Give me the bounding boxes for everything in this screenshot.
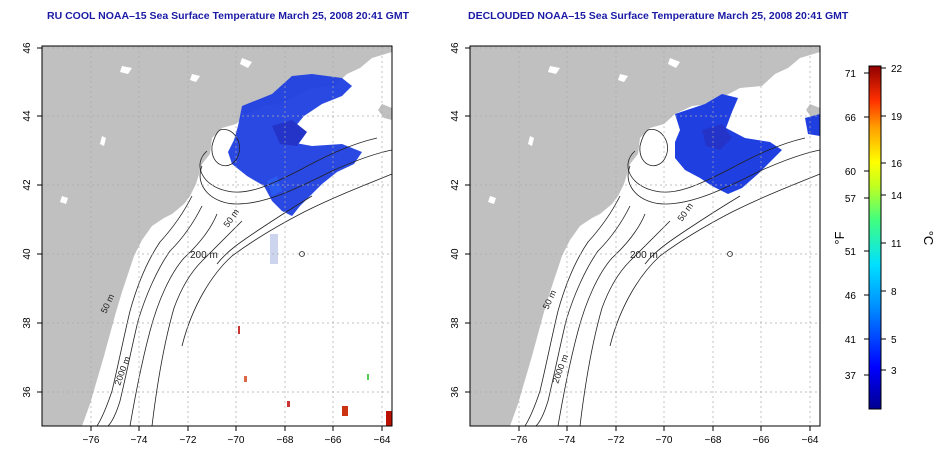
x-tick-left-68: −68 xyxy=(277,435,294,446)
x-tick-right-66: −66 xyxy=(753,435,770,446)
x-tick-left-64: −64 xyxy=(374,435,391,446)
x-tick-left-72: −72 xyxy=(180,435,197,446)
colorbar: 71 66 60 57 51 46 41 37 22 19 16 14 11 8… xyxy=(832,64,936,410)
y-tick-right-36: 36 xyxy=(450,386,461,398)
x-tick-right-76: −76 xyxy=(511,435,528,446)
cb-c-tick-8: 8 xyxy=(891,287,897,298)
x-tick-left-66: −66 xyxy=(325,435,342,446)
sst-field-right xyxy=(675,94,820,194)
right-panel-title: DECLOUDED NOAA–15 Sea Surface Temperatur… xyxy=(468,10,849,22)
cb-f-tick-41: 41 xyxy=(845,335,857,346)
cb-f-tick-51: 51 xyxy=(845,247,857,258)
cb-f-tick-46: 46 xyxy=(845,291,857,302)
x-tick-right-64: −64 xyxy=(802,435,819,446)
colorbar-gradient xyxy=(868,65,882,410)
colorbar-f-label: °F xyxy=(832,231,847,244)
cb-f-tick-37: 37 xyxy=(845,371,857,382)
y-tick-left-42: 42 xyxy=(22,179,33,191)
cb-f-tick-66: 66 xyxy=(845,113,857,124)
contour-label-200m-right: 200 m xyxy=(630,250,658,261)
y-tick-left-38: 38 xyxy=(22,317,33,329)
cb-c-tick-14: 14 xyxy=(891,191,903,202)
x-tick-right-74: −74 xyxy=(559,435,576,446)
cb-f-tick-57: 57 xyxy=(845,194,857,205)
cb-c-tick-11: 11 xyxy=(891,239,902,250)
cb-f-tick-60: 60 xyxy=(845,167,857,178)
right-map-panel: 200 m 50 m 50 m 2000 m xyxy=(469,45,821,427)
cb-c-tick-3: 3 xyxy=(891,366,897,377)
contour-label-200m-left: 200 m xyxy=(190,250,218,261)
x-tick-left-70: −70 xyxy=(228,435,245,446)
cb-c-tick-16: 16 xyxy=(891,159,903,170)
cb-c-tick-19: 19 xyxy=(891,112,903,123)
x-tick-right-70: −70 xyxy=(656,435,673,446)
colorbar-c-label: °C xyxy=(921,231,936,246)
y-tick-right-42: 42 xyxy=(450,179,461,191)
y-tick-right-46: 46 xyxy=(450,42,461,54)
y-tick-right-40: 40 xyxy=(450,248,461,260)
cb-f-tick-71: 71 xyxy=(845,69,857,80)
left-map-panel: 200 m 50 m 50 m 2000 m xyxy=(41,45,393,427)
x-tick-left-76: −76 xyxy=(83,435,100,446)
y-tick-left-44: 44 xyxy=(22,110,33,122)
sst-field-left xyxy=(228,74,392,426)
x-tick-left-74: −74 xyxy=(131,435,148,446)
left-panel-title: RU COOL NOAA–15 Sea Surface Temperature … xyxy=(47,10,410,22)
y-tick-left-36: 36 xyxy=(22,386,33,398)
x-tick-right-72: −72 xyxy=(608,435,625,446)
y-tick-left-46: 46 xyxy=(22,42,33,54)
y-tick-right-38: 38 xyxy=(450,317,461,329)
y-tick-right-44: 44 xyxy=(450,110,461,122)
cb-c-tick-5: 5 xyxy=(891,335,897,346)
y-tick-left-40: 40 xyxy=(22,248,33,260)
x-tick-right-68: −68 xyxy=(705,435,722,446)
cb-c-tick-22: 22 xyxy=(891,64,903,75)
